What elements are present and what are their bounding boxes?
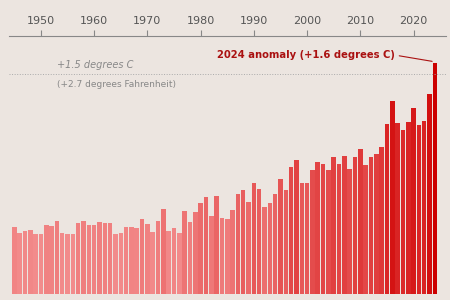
Bar <box>294 160 299 294</box>
Bar <box>369 158 373 294</box>
Bar <box>65 234 70 294</box>
Bar <box>268 202 272 294</box>
Bar <box>411 108 416 294</box>
Bar <box>182 211 187 294</box>
Bar <box>385 124 389 294</box>
Bar <box>81 221 86 294</box>
Bar <box>427 94 432 294</box>
Bar <box>230 210 235 294</box>
Bar <box>300 183 304 294</box>
Bar <box>246 202 251 294</box>
Bar <box>22 231 27 294</box>
Bar <box>145 224 150 294</box>
Bar <box>113 234 118 294</box>
Bar <box>60 233 64 294</box>
Bar <box>432 63 437 294</box>
Bar <box>236 194 240 294</box>
Bar <box>310 170 315 294</box>
Bar <box>50 226 54 294</box>
Bar <box>33 234 38 294</box>
Bar <box>417 125 421 294</box>
Bar <box>177 233 182 294</box>
Bar <box>86 225 91 294</box>
Bar <box>252 183 256 294</box>
Bar <box>97 222 102 294</box>
Bar <box>214 196 219 294</box>
Bar <box>28 230 32 294</box>
Bar <box>172 228 176 294</box>
Bar <box>284 190 288 294</box>
Bar <box>204 197 208 294</box>
Bar <box>150 232 155 294</box>
Bar <box>422 121 427 294</box>
Bar <box>326 170 331 294</box>
Bar <box>262 207 267 294</box>
Bar <box>18 233 22 294</box>
Bar <box>44 225 49 294</box>
Bar <box>347 169 352 294</box>
Bar <box>198 202 203 294</box>
Bar <box>353 158 357 294</box>
Text: 2024 anomaly (+1.6 degrees C): 2024 anomaly (+1.6 degrees C) <box>217 50 395 60</box>
Bar <box>241 190 246 294</box>
Bar <box>140 219 144 294</box>
Bar <box>337 164 341 294</box>
Bar <box>76 223 81 294</box>
Bar <box>103 223 107 294</box>
Text: +1.5 degrees C: +1.5 degrees C <box>57 60 133 70</box>
Bar <box>273 194 277 294</box>
Bar <box>364 165 368 294</box>
Bar <box>321 164 325 294</box>
Bar <box>396 123 400 294</box>
Bar <box>278 179 283 294</box>
Bar <box>220 218 224 294</box>
Bar <box>135 228 139 294</box>
Bar <box>289 167 293 294</box>
Bar <box>124 227 128 294</box>
Bar <box>342 156 346 294</box>
Bar <box>12 227 17 294</box>
Bar <box>406 122 410 294</box>
Bar <box>161 209 166 294</box>
Bar <box>156 221 160 294</box>
Bar <box>400 130 405 294</box>
Bar <box>188 222 192 294</box>
Text: (+2.7 degrees Fahrenheit): (+2.7 degrees Fahrenheit) <box>57 80 176 89</box>
Bar <box>166 231 171 294</box>
Bar <box>225 219 230 294</box>
Bar <box>129 227 134 294</box>
Bar <box>315 162 320 294</box>
Bar <box>390 100 395 294</box>
Bar <box>39 234 43 294</box>
Bar <box>54 221 59 294</box>
Bar <box>358 149 363 294</box>
Bar <box>209 215 214 294</box>
Bar <box>257 189 261 294</box>
Bar <box>118 233 123 294</box>
Bar <box>379 147 384 294</box>
Bar <box>108 223 112 294</box>
Bar <box>332 158 336 294</box>
Bar <box>92 225 96 294</box>
Bar <box>374 154 378 294</box>
Bar <box>305 183 309 294</box>
Bar <box>193 212 198 294</box>
Bar <box>71 234 75 294</box>
